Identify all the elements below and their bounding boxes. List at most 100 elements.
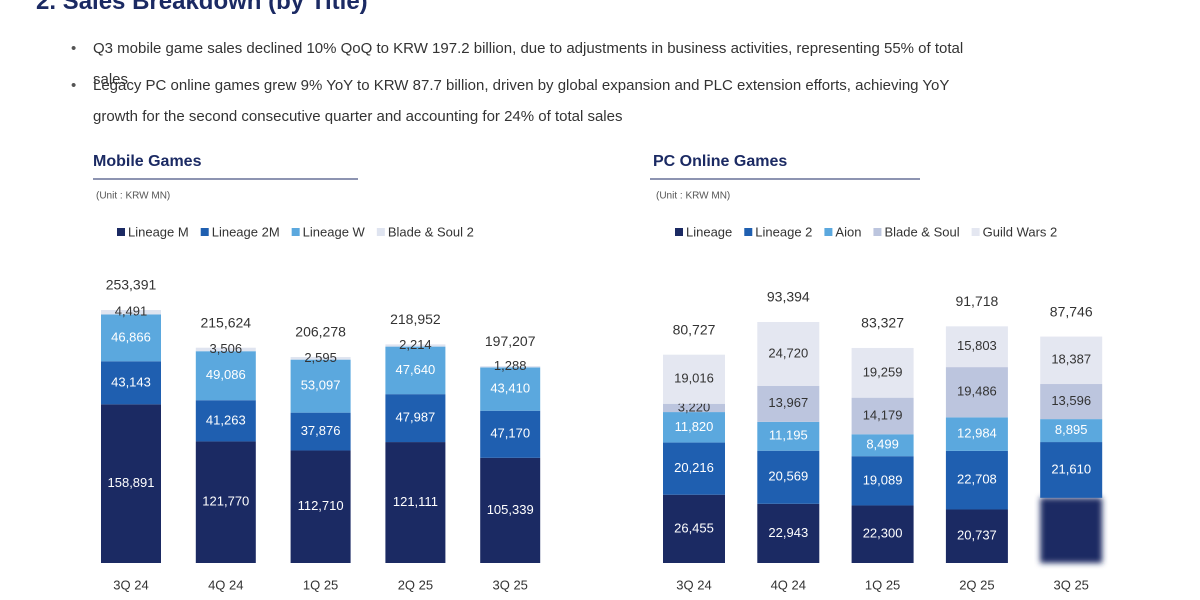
segment-label: 19,016	[674, 371, 714, 386]
segment-label: 11,820	[675, 419, 714, 434]
legend-label: Lineage W	[303, 224, 366, 239]
segment-label: 47,640	[396, 362, 436, 377]
category-label: 3Q 24	[676, 577, 711, 592]
bar-segment	[195, 441, 256, 563]
total-label: 80,727	[673, 321, 716, 337]
segment-label: 2,214	[399, 337, 432, 352]
segment-label: 22,708	[957, 472, 997, 487]
total-label: 253,391	[106, 277, 157, 293]
bar-segment	[757, 385, 820, 422]
legend-swatch	[200, 228, 209, 236]
bar-segment	[195, 347, 256, 352]
bar-segment	[101, 404, 161, 563]
legend-label: Lineage M	[128, 224, 189, 239]
category-label: 2Q 25	[398, 577, 433, 592]
category-label: 3Q 25	[1053, 577, 1088, 592]
bar-segment	[385, 394, 446, 443]
unit-label: (Unit : KRW MN)	[96, 191, 170, 202]
bar-segment	[663, 403, 725, 413]
category-label: 3Q 25	[492, 577, 527, 592]
legend-swatch	[117, 228, 125, 236]
bar-segment	[663, 412, 725, 443]
segment-label: 12,984	[957, 426, 997, 441]
legend-swatch	[873, 228, 882, 236]
legend-label: Lineage 2M	[212, 224, 280, 239]
bar-segment	[945, 417, 1008, 451]
segment-label: 43,410	[490, 380, 530, 395]
segment-label: 43,143	[111, 374, 151, 389]
bar-segment	[945, 450, 1008, 510]
segment-label: 22,943	[768, 525, 808, 540]
legend-swatch	[675, 228, 683, 236]
total-label: 206,278	[295, 324, 346, 340]
bar-segment	[1040, 497, 1103, 563]
bar-segment	[101, 310, 161, 315]
category-label: 3Q 24	[113, 577, 148, 592]
segment-label: 121,111	[393, 494, 438, 509]
segment-label: 14,179	[863, 407, 903, 422]
bar-segment	[195, 351, 256, 401]
bar-segment	[195, 400, 256, 442]
segment-label: 53,097	[301, 378, 341, 393]
bar-segment	[851, 347, 914, 398]
legend-label: Guild Wars 2	[983, 224, 1058, 239]
legend-swatch	[291, 228, 300, 236]
bar-segment	[101, 361, 161, 405]
bar-segment	[1040, 336, 1103, 385]
segment-label: 20,569	[768, 469, 808, 484]
total-label: 87,746	[1050, 303, 1093, 319]
legend-swatch	[971, 228, 980, 236]
segment-label: 37,876	[301, 423, 341, 438]
segment-label: 3,506	[210, 341, 243, 356]
legend-swatch	[376, 228, 385, 236]
segment-label: 13,596	[1051, 393, 1091, 408]
bar-segment	[663, 442, 725, 495]
bar-segment	[851, 456, 914, 506]
bar-segment	[663, 354, 725, 404]
segment-label: 1,288	[494, 358, 527, 373]
segment-label: 19,089	[863, 472, 903, 487]
chart-title: Mobile Games	[93, 153, 202, 170]
segment-label: 46,866	[111, 329, 151, 344]
legend-label: Lineage	[686, 224, 732, 239]
bar-segment	[385, 346, 446, 395]
bar-segment	[1040, 419, 1103, 443]
bar-segment	[851, 505, 914, 563]
legend-swatch	[824, 228, 833, 236]
segment-label: 4,491	[115, 304, 148, 319]
legend-label: Lineage 2	[755, 224, 812, 239]
bar-segment	[480, 367, 541, 411]
bar-segment	[945, 509, 1008, 563]
segment-label: 11,195	[769, 428, 808, 443]
segment-label: 2,595	[304, 350, 337, 365]
segment-label: 41,263	[206, 412, 246, 427]
segment-label: 13,967	[768, 395, 808, 410]
slide-title: 2. Sales Breakdown (by Title)	[36, 0, 368, 15]
segment-label: 8,895	[1055, 422, 1088, 437]
unit-label: (Unit : KRW MN)	[656, 191, 730, 202]
segment-label: 19,486	[957, 384, 997, 399]
total-label: 197,207	[485, 333, 536, 349]
bullet: Legacy PC online games grew 9% YoY to KR…	[71, 70, 983, 132]
segment-label: 121,770	[202, 494, 249, 509]
segment-label: 20,216	[674, 460, 714, 475]
bar-segment	[945, 367, 1008, 418]
bar-segment	[1040, 442, 1103, 498]
segment-label: 20,737	[957, 528, 997, 543]
total-label: 218,952	[390, 311, 441, 327]
bar-segment	[1040, 384, 1103, 420]
bar-segment	[480, 457, 541, 563]
total-label: 83,327	[861, 315, 904, 331]
bar-segment	[480, 366, 541, 368]
segment-label: 158,891	[108, 475, 155, 490]
bar-segment	[480, 410, 541, 458]
segment-label: 112,710	[298, 498, 344, 513]
bar-segment	[290, 357, 351, 360]
segment-label: 26,455	[674, 520, 714, 535]
bar-segment	[851, 434, 914, 457]
chart-title: PC Online Games	[653, 153, 787, 170]
segment-label: 18,387	[1051, 352, 1091, 367]
legend-label: Blade & Soul	[884, 224, 959, 239]
segment-label: 22,300	[863, 526, 903, 541]
bar-segment	[101, 314, 161, 362]
